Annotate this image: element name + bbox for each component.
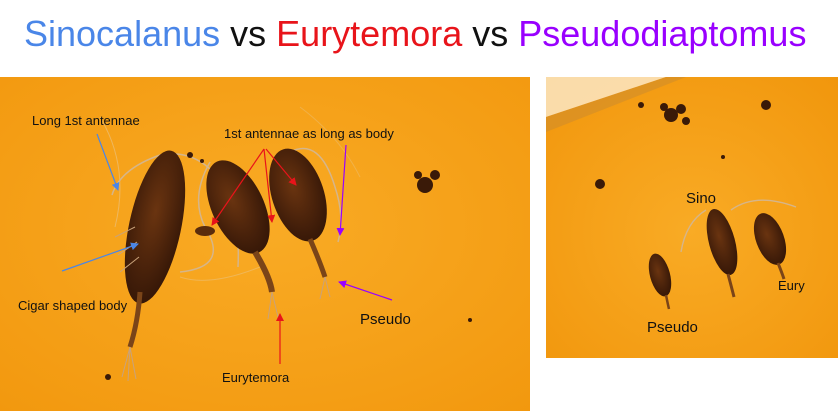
label-eurytemora: Eurytemora (222, 370, 290, 385)
arrow-eurytemora-antennae-2 (263, 148, 276, 223)
label-long-antennae: Long 1st antennae (32, 113, 140, 128)
title-vs-1: vs (220, 13, 277, 54)
copepod-eurytemora (179, 160, 279, 320)
arrow-eurytemora-antennae-3 (265, 148, 297, 186)
slide-title: Sinocalanus vs Eurytemora vs Pseudodiapt… (24, 12, 806, 56)
copepod-pseudo (648, 253, 672, 310)
copepod-photo-left: Long 1st antennae 1st antennae as long a… (0, 77, 530, 411)
title-eurytemora: Eurytemora (276, 13, 463, 54)
label-pseudo-left: Pseudo (360, 311, 411, 328)
label-cigar-shaped-body: Cigar shaped body (18, 298, 128, 313)
copepod-photo-right: Sino Eury Pseudo (546, 77, 838, 358)
photo-right-image (546, 77, 838, 358)
title-pseudodiaptomus: Pseudodiaptomus (518, 13, 807, 54)
title-sinocalanus: Sinocalanus (24, 13, 221, 54)
label-pseudo-right: Pseudo (647, 319, 698, 336)
photo-left-image (0, 77, 530, 411)
arrow-pseudo-body (338, 280, 393, 301)
label-eury: Eury (778, 278, 805, 293)
arrow-cigar-body (61, 242, 139, 272)
title-vs-2: vs (462, 13, 519, 54)
copepod-sino (680, 199, 797, 298)
arrow-pseudo-antennae (336, 144, 347, 236)
arrow-eurytemora-antennae-1 (211, 148, 265, 226)
debris (105, 152, 472, 380)
copepod-sinocalanus (111, 150, 240, 382)
copepod-eury (753, 213, 787, 280)
arrow-long-antennae (96, 133, 120, 191)
debris-right (595, 100, 771, 189)
label-sino: Sino (686, 190, 717, 207)
label-antennae-as-long-as-body: 1st antennae as long as body (224, 126, 394, 141)
